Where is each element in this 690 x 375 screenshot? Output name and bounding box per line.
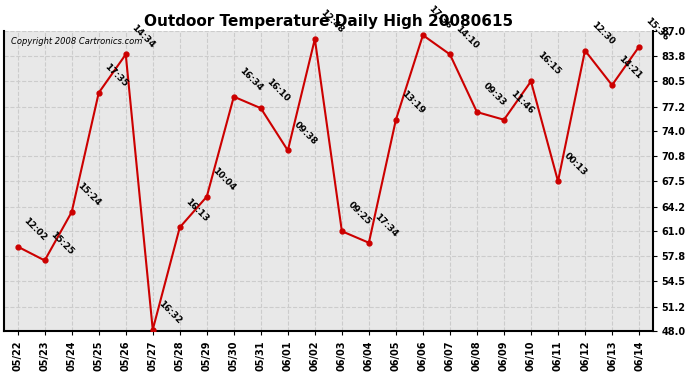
Text: 17:36: 17:36 (427, 4, 454, 31)
Text: 09:38: 09:38 (292, 120, 319, 146)
Text: 12:48: 12:48 (319, 8, 346, 35)
Text: 16:15: 16:15 (535, 51, 562, 77)
Text: 14:10: 14:10 (454, 24, 481, 50)
Text: 11:46: 11:46 (508, 89, 535, 116)
Text: 17:34: 17:34 (373, 212, 400, 238)
Text: 09:25: 09:25 (346, 201, 373, 227)
Text: 12:30: 12:30 (589, 20, 615, 46)
Text: 16:32: 16:32 (157, 299, 184, 326)
Text: 14:21: 14:21 (616, 54, 643, 81)
Text: 10:04: 10:04 (211, 166, 237, 192)
Text: 00:13: 00:13 (562, 151, 589, 177)
Text: Copyright 2008 Cartronics.com: Copyright 2008 Cartronics.com (10, 38, 142, 46)
Title: Outdoor Temperature Daily High 20080615: Outdoor Temperature Daily High 20080615 (144, 14, 513, 29)
Text: 16:10: 16:10 (265, 78, 291, 104)
Text: 15:25: 15:25 (49, 230, 75, 256)
Text: 14:34: 14:34 (130, 24, 157, 50)
Text: 17:35: 17:35 (103, 62, 130, 88)
Text: 09:33: 09:33 (481, 81, 508, 108)
Text: 16:34: 16:34 (238, 66, 265, 93)
Text: 16:13: 16:13 (184, 196, 210, 223)
Text: 13:19: 13:19 (400, 89, 426, 116)
Text: 15:24: 15:24 (76, 181, 103, 208)
Text: 12:02: 12:02 (22, 216, 48, 243)
Text: 15:36: 15:36 (643, 16, 670, 42)
